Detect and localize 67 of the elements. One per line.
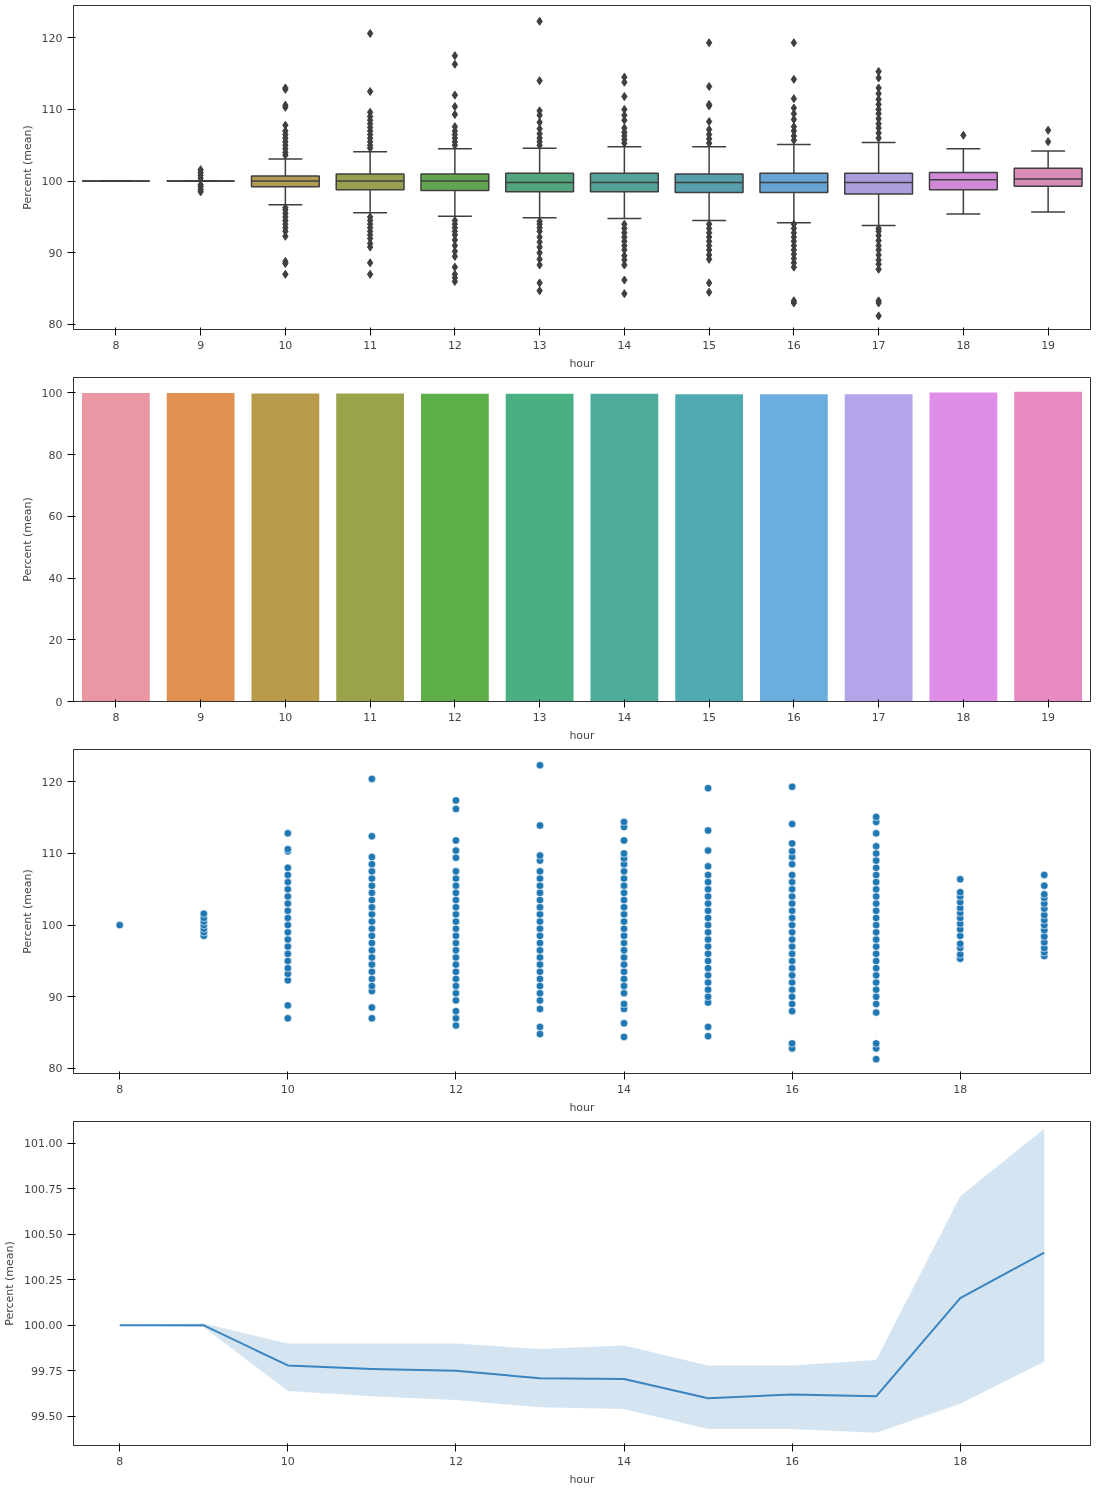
y-tick-label: 120 bbox=[41, 31, 63, 45]
x-tick-label: 12 bbox=[447, 338, 462, 352]
x-tick-label: 13 bbox=[532, 710, 547, 724]
x-tick-label: 18 bbox=[956, 710, 971, 724]
x-tick-label: 8 bbox=[112, 710, 120, 724]
y-tick-label: 100 bbox=[41, 175, 63, 189]
x-tick-label: 17 bbox=[871, 338, 886, 352]
x-tick-label: 10 bbox=[278, 338, 293, 352]
y-axis-title: Percent (mean) bbox=[20, 125, 34, 210]
y-tick-label: 100 bbox=[41, 386, 63, 400]
x-tick-label: 14 bbox=[617, 1454, 632, 1468]
y-tick-label: 100.75 bbox=[24, 1182, 63, 1196]
y-tick-label: 101.00 bbox=[24, 1137, 63, 1151]
x-tick-label: 10 bbox=[280, 1082, 295, 1096]
x-tick-label: 13 bbox=[532, 338, 547, 352]
x-tick-label: 16 bbox=[786, 710, 801, 724]
y-tick-label: 0 bbox=[55, 695, 63, 709]
x-tick-label: 14 bbox=[617, 338, 632, 352]
x-tick-label: 8 bbox=[116, 1082, 124, 1096]
y-tick-label: 100.50 bbox=[24, 1228, 63, 1242]
x-tick-label: 19 bbox=[1041, 710, 1056, 724]
x-tick-label: 12 bbox=[448, 1082, 463, 1096]
y-axis-title: Percent (mean) bbox=[20, 869, 34, 954]
y-tick-label: 90 bbox=[48, 990, 63, 1004]
x-tick-label: 12 bbox=[447, 710, 462, 724]
y-tick-label: 99.75 bbox=[31, 1364, 63, 1378]
y-tick-label: 90 bbox=[48, 246, 63, 260]
x-tick-label: 14 bbox=[617, 1082, 632, 1096]
y-tick-label: 40 bbox=[48, 572, 63, 586]
x-tick-label: 10 bbox=[280, 1454, 295, 1468]
x-tick-label: 10 bbox=[278, 710, 293, 724]
y-tick-label: 100.25 bbox=[24, 1273, 63, 1287]
x-tick-label: 14 bbox=[617, 710, 632, 724]
x-tick-label: 15 bbox=[702, 710, 717, 724]
x-axis-title: hour bbox=[569, 356, 596, 370]
x-tick-label: 16 bbox=[785, 1082, 800, 1096]
y-tick-label: 80 bbox=[48, 318, 63, 332]
x-tick-label: 16 bbox=[786, 338, 801, 352]
y-tick-label: 80 bbox=[48, 1062, 63, 1076]
y-tick-label: 100 bbox=[41, 919, 63, 933]
x-axis-title: hour bbox=[569, 1472, 596, 1486]
x-tick-label: 18 bbox=[953, 1454, 968, 1468]
y-axis-title: Percent (mean) bbox=[3, 1241, 17, 1326]
y-tick-label: 120 bbox=[41, 775, 63, 789]
x-tick-label: 11 bbox=[363, 338, 378, 352]
y-tick-label: 20 bbox=[48, 633, 63, 647]
y-tick-label: 80 bbox=[48, 448, 63, 462]
x-tick-label: 15 bbox=[702, 338, 717, 352]
x-tick-label: 9 bbox=[197, 338, 205, 352]
x-tick-label: 16 bbox=[785, 1454, 800, 1468]
x-tick-label: 12 bbox=[448, 1454, 463, 1468]
x-tick-label: 8 bbox=[112, 338, 120, 352]
y-axis-title: Percent (mean) bbox=[20, 497, 34, 582]
x-tick-label: 11 bbox=[363, 710, 378, 724]
x-tick-label: 18 bbox=[953, 1082, 968, 1096]
y-tick-label: 60 bbox=[48, 510, 63, 524]
y-tick-label: 110 bbox=[41, 847, 63, 861]
y-tick-label: 99.50 bbox=[31, 1410, 63, 1424]
x-axis-title: hour bbox=[569, 728, 596, 742]
y-tick-label: 100.00 bbox=[24, 1319, 63, 1333]
y-tick-label: 110 bbox=[41, 103, 63, 117]
x-tick-label: 17 bbox=[871, 710, 886, 724]
x-tick-label: 18 bbox=[956, 338, 971, 352]
x-tick-label: 9 bbox=[197, 710, 205, 724]
x-tick-label: 19 bbox=[1041, 338, 1056, 352]
x-tick-label: 8 bbox=[116, 1454, 124, 1468]
x-axis-title: hour bbox=[569, 1100, 596, 1114]
